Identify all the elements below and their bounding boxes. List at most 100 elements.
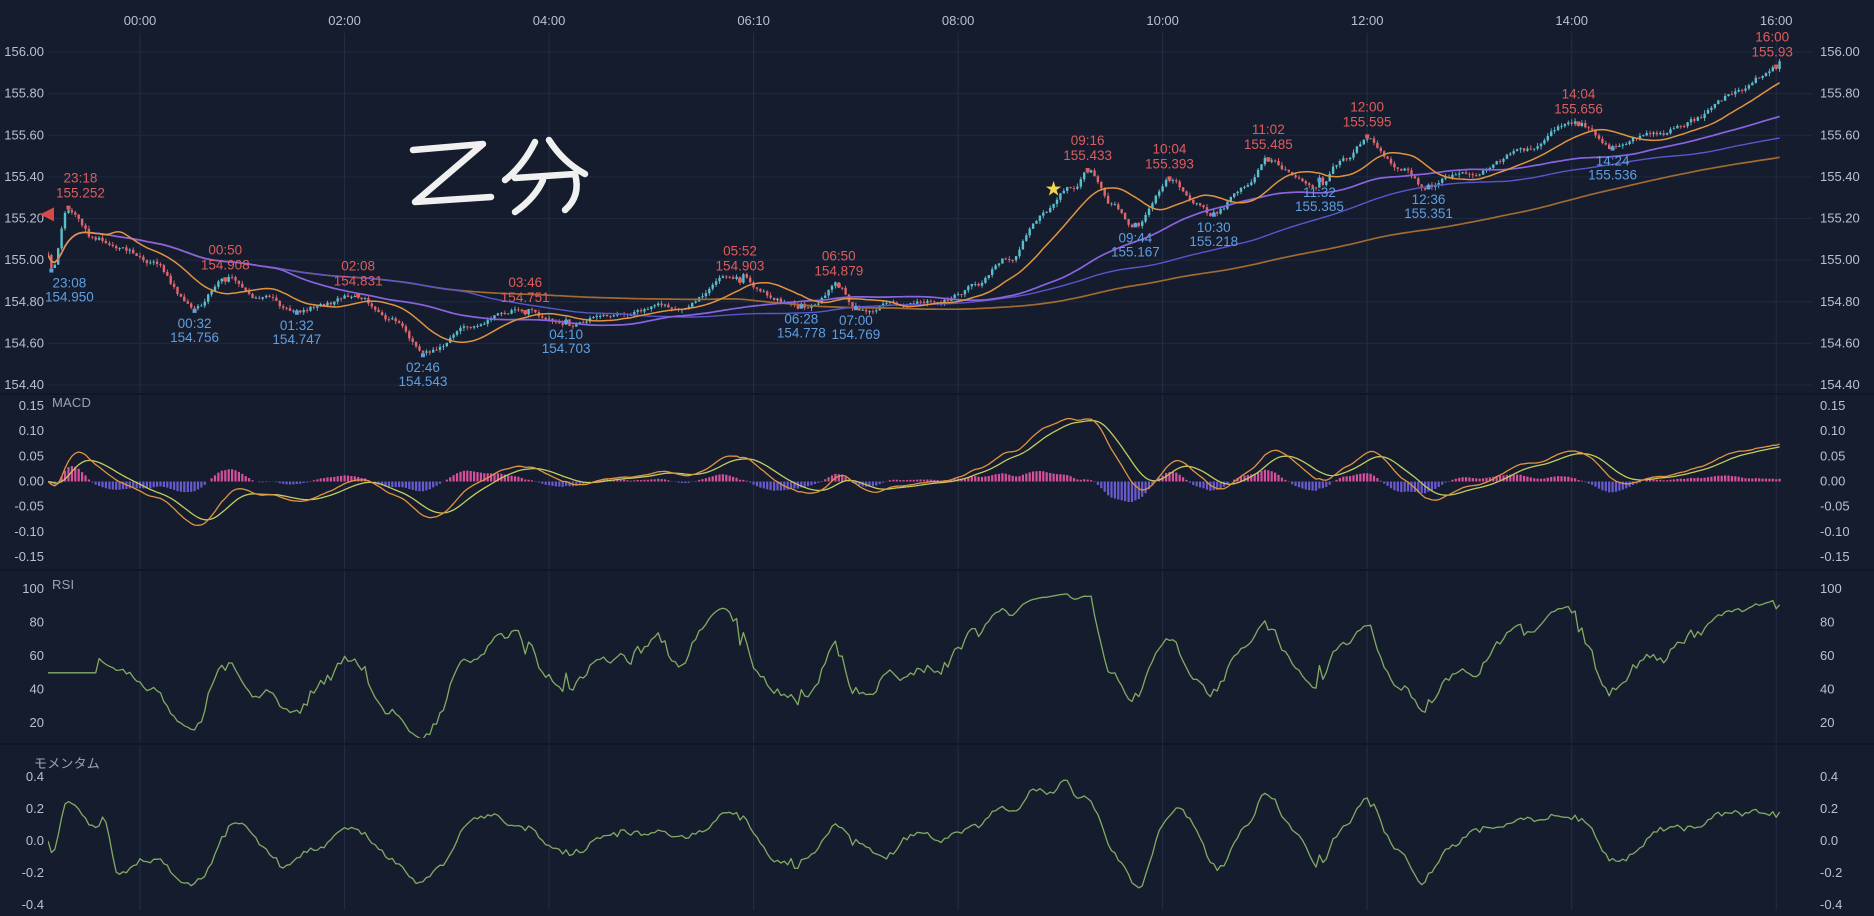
svg-text:-0.2: -0.2 [1820, 865, 1842, 880]
swing-price-label: 155.167 [1111, 244, 1160, 259]
swing-marker [1610, 146, 1615, 151]
svg-text:60: 60 [1820, 648, 1834, 663]
svg-text:156.00: 156.00 [4, 44, 44, 59]
svg-text:20: 20 [1820, 715, 1834, 730]
svg-text:154.40: 154.40 [4, 377, 44, 392]
svg-text:-0.4: -0.4 [1820, 897, 1842, 912]
swing-marker [1576, 121, 1581, 126]
svg-text:154.40: 154.40 [1820, 377, 1860, 392]
handwriting-stroke [409, 140, 495, 206]
swing-time-label: 14:04 [1562, 87, 1596, 102]
swing-price-label: 154.543 [399, 374, 448, 389]
svg-text:04:00: 04:00 [533, 13, 566, 28]
svg-text:155.80: 155.80 [4, 86, 44, 101]
swing-time-label: 11:32 [1303, 185, 1336, 200]
swing-time-label: 09:16 [1071, 133, 1105, 148]
swing-marker [523, 309, 528, 314]
svg-text:20: 20 [30, 715, 44, 730]
price-arrow-left [40, 207, 54, 222]
svg-text:12:00: 12:00 [1351, 13, 1384, 28]
svg-text:06:10: 06:10 [737, 13, 770, 28]
svg-text:-0.05: -0.05 [1820, 499, 1850, 514]
svg-text:-0.4: -0.4 [22, 897, 44, 912]
svg-text:-0.15: -0.15 [1820, 549, 1850, 564]
svg-text:40: 40 [1820, 682, 1834, 697]
swing-price-label: 155.385 [1295, 199, 1344, 214]
handwritten-note-2min [409, 136, 589, 216]
swing-marker [1426, 185, 1431, 190]
swing-marker [356, 293, 361, 298]
svg-text:155.00: 155.00 [4, 252, 44, 267]
swing-price-label: 154.908 [201, 257, 250, 272]
svg-text:0.00: 0.00 [1820, 474, 1845, 489]
svg-text:154.80: 154.80 [4, 294, 44, 309]
svg-text:0.0: 0.0 [26, 833, 44, 848]
swing-price-label: 154.703 [542, 341, 591, 356]
svg-text:155.00: 155.00 [1820, 252, 1860, 267]
swing-price-label: 154.747 [272, 332, 321, 347]
swing-time-label: 02:08 [341, 258, 375, 273]
svg-text:156.00: 156.00 [1820, 44, 1860, 59]
svg-text:154.60: 154.60 [4, 335, 44, 350]
value-axes: 156.00 156.00 155.80 155.80 155.60 155.60 155.… [0, 44, 1874, 912]
swing-price-label: 155.656 [1554, 102, 1603, 117]
svg-text:100: 100 [22, 581, 44, 596]
swing-marker [1133, 223, 1138, 228]
handwriting-stroke [501, 138, 539, 184]
swing-time-label: 12:00 [1350, 99, 1384, 114]
swing-marker [1085, 168, 1090, 173]
svg-text:0.2: 0.2 [26, 801, 44, 816]
svg-text:00:00: 00:00 [124, 13, 157, 28]
svg-text:0.4: 0.4 [26, 769, 44, 784]
swing-marker [223, 277, 228, 282]
swing-price-label: 155.252 [56, 186, 105, 201]
swing-time-label: 04:10 [549, 327, 583, 342]
swing-marker [564, 319, 569, 324]
svg-text:155.80: 155.80 [1820, 86, 1860, 101]
svg-text:80: 80 [1820, 615, 1834, 630]
svg-text:155.40: 155.40 [1820, 169, 1860, 184]
swing-marker [192, 308, 197, 313]
svg-text:155.20: 155.20 [1820, 211, 1860, 226]
rsi-panel [48, 593, 1781, 738]
svg-text:0.4: 0.4 [1820, 769, 1838, 784]
swing-price-label: 154.778 [777, 325, 826, 340]
swing-time-label: 07:00 [839, 313, 873, 328]
handwriting-stroke [511, 176, 547, 216]
svg-text:0.0: 0.0 [1820, 833, 1838, 848]
swing-price-label: 154.879 [814, 263, 863, 278]
svg-text:40: 40 [30, 682, 44, 697]
swing-time-label: 00:50 [208, 242, 242, 257]
svg-text:155.60: 155.60 [1820, 127, 1860, 142]
svg-text:14:00: 14:00 [1555, 13, 1588, 28]
macd-panel [48, 417, 1781, 526]
swing-marker [1266, 157, 1271, 162]
svg-text:02:00: 02:00 [328, 13, 361, 28]
handwriting-stroke [511, 170, 580, 214]
svg-text:16:00: 16:00 [1760, 13, 1793, 28]
swing-time-label: 23:08 [53, 276, 87, 291]
svg-text:0.00: 0.00 [19, 474, 44, 489]
momentum-panel [48, 779, 1781, 889]
swing-price-label: 155.595 [1343, 114, 1392, 129]
swing-price-label: 154.751 [501, 290, 550, 305]
swing-marker [1167, 176, 1172, 181]
swing-time-label: 02:46 [406, 360, 440, 375]
star-marker: ★ [1045, 178, 1063, 200]
swing-time-label: 11:02 [1252, 122, 1285, 137]
swing-time-label: 14:24 [1596, 154, 1630, 169]
swing-time-label: 09:44 [1118, 230, 1152, 245]
swing-price-label: 155.218 [1189, 234, 1238, 249]
swing-price-label: 154.831 [334, 273, 383, 288]
svg-text:80: 80 [30, 615, 44, 630]
swing-time-label: 05:52 [723, 243, 757, 258]
svg-text:100: 100 [1820, 581, 1842, 596]
svg-text:155.60: 155.60 [4, 127, 44, 142]
swing-time-label: 10:04 [1153, 141, 1187, 156]
swing-time-label: 03:46 [508, 275, 542, 290]
swing-marker [49, 268, 54, 273]
